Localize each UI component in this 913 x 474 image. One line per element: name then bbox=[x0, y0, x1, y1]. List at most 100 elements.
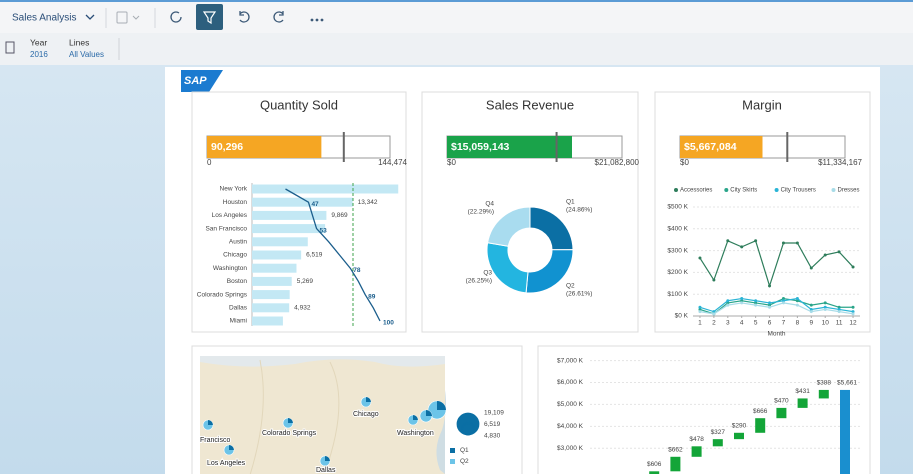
waterfall-bar bbox=[712, 439, 723, 447]
x-tick-label: 10 bbox=[822, 320, 830, 327]
series-point bbox=[768, 301, 772, 305]
filter-value[interactable]: All Values bbox=[69, 50, 104, 59]
cumulative-label: 78 bbox=[353, 267, 361, 274]
category-label: San Francisco bbox=[205, 225, 247, 232]
filter-label[interactable]: Year bbox=[30, 37, 47, 47]
tile-title: Sales Revenue bbox=[486, 97, 574, 112]
save-dropdown[interactable] bbox=[132, 15, 140, 20]
bar bbox=[252, 263, 297, 273]
bullet-tick-label: 144,474 bbox=[378, 158, 407, 167]
series-point bbox=[823, 301, 827, 305]
series-line bbox=[699, 239, 854, 288]
waterfall-bar bbox=[649, 471, 660, 474]
bullet-tick-label: $11,334,167 bbox=[818, 158, 862, 167]
toolbar bbox=[0, 0, 913, 33]
value-label: 5,269 bbox=[297, 278, 314, 285]
series-point bbox=[781, 241, 785, 245]
x-tick-label: 12 bbox=[849, 320, 857, 327]
save-button[interactable] bbox=[116, 11, 128, 24]
filter-bar bbox=[0, 33, 913, 65]
x-axis-title: Month bbox=[767, 331, 785, 338]
series-point bbox=[712, 278, 716, 282]
category-label: Miami bbox=[230, 318, 247, 325]
series-point bbox=[754, 303, 758, 307]
category-label: New York bbox=[220, 186, 248, 193]
map-water bbox=[436, 390, 446, 474]
waterfall-label: $327 bbox=[711, 429, 726, 436]
waterfall-label: $431 bbox=[795, 388, 810, 395]
series-point bbox=[726, 299, 730, 303]
x-tick-label: 4 bbox=[740, 320, 744, 327]
map-state-lines bbox=[249, 359, 340, 474]
bar bbox=[252, 250, 302, 260]
city-label: Chicago bbox=[353, 411, 379, 418]
bar bbox=[252, 276, 292, 286]
bar bbox=[252, 224, 326, 234]
cumulative-label: 53 bbox=[320, 227, 328, 234]
series-point bbox=[837, 250, 841, 254]
app-title[interactable]: Sales Analysis bbox=[12, 13, 76, 24]
logo: SAP bbox=[184, 75, 207, 87]
tile-title: Margin bbox=[742, 97, 782, 112]
category-label: Houston bbox=[223, 199, 248, 206]
series-point bbox=[781, 299, 785, 303]
y-tick-label: $6,000 K bbox=[557, 379, 584, 386]
legend-label: Q1 bbox=[460, 447, 469, 454]
bullet-bar bbox=[680, 136, 763, 158]
category-label: Washington bbox=[213, 265, 247, 272]
series-point bbox=[740, 297, 744, 301]
cumulative-label: 47 bbox=[311, 201, 319, 208]
bullet-tick-label: $0 bbox=[447, 158, 456, 167]
series-point bbox=[740, 299, 744, 303]
slice-value-label: (26.61%) bbox=[566, 291, 592, 298]
logo-shape bbox=[181, 70, 223, 92]
series-point bbox=[795, 241, 799, 245]
city-label: Dallas bbox=[316, 467, 336, 474]
undo-button[interactable] bbox=[239, 11, 250, 23]
series-point bbox=[781, 301, 785, 305]
cumulative-line bbox=[285, 188, 381, 322]
waterfall-bar bbox=[691, 446, 702, 457]
y-tick-label: $3,000 K bbox=[557, 445, 584, 452]
size-legend-label: 4,830 bbox=[484, 433, 501, 440]
size-legend-label: 6,519 bbox=[484, 421, 501, 428]
legend-swatch bbox=[450, 448, 455, 453]
series-point bbox=[837, 310, 841, 314]
series-point bbox=[698, 256, 702, 260]
waterfall-bar bbox=[776, 407, 787, 419]
slice-value-label: (26.25%) bbox=[466, 278, 492, 285]
more-button[interactable] bbox=[310, 18, 324, 22]
series-point bbox=[809, 310, 813, 314]
series-point bbox=[809, 266, 813, 270]
x-tick-label: 9 bbox=[809, 320, 813, 327]
category-label: Boston bbox=[227, 278, 248, 285]
x-tick-label: 5 bbox=[754, 320, 758, 327]
filter-label[interactable]: Lines bbox=[69, 37, 89, 47]
redo-button[interactable] bbox=[273, 11, 284, 23]
series-point bbox=[712, 310, 716, 314]
waterfall-bar bbox=[755, 418, 766, 433]
map-pie-slice bbox=[325, 456, 330, 461]
legend-marker bbox=[774, 188, 779, 192]
filter-value[interactable]: 2016 bbox=[30, 50, 48, 59]
cumulative-label: 100 bbox=[383, 320, 394, 327]
category-label: Dallas bbox=[229, 305, 248, 312]
filter-button[interactable] bbox=[196, 4, 223, 30]
value-label: 6,519 bbox=[306, 252, 323, 259]
y-tick-label: $7,000 K bbox=[557, 357, 584, 364]
cumulative-label: 89 bbox=[368, 293, 376, 300]
filter-bar-icon[interactable] bbox=[5, 41, 15, 54]
y-tick-label: $300 K bbox=[667, 247, 688, 254]
series-point bbox=[837, 305, 841, 309]
map-pie-slice bbox=[437, 401, 446, 410]
category-label: Los Angeles bbox=[212, 212, 248, 219]
legend-label: Dresses bbox=[838, 188, 860, 194]
series-line bbox=[699, 297, 854, 313]
bullet-bar bbox=[447, 136, 572, 158]
series-point bbox=[795, 303, 799, 307]
refresh-button[interactable] bbox=[170, 11, 182, 23]
series-point bbox=[768, 284, 772, 288]
title-dropdown[interactable] bbox=[85, 14, 95, 20]
waterfall-label: $606 bbox=[647, 461, 662, 468]
